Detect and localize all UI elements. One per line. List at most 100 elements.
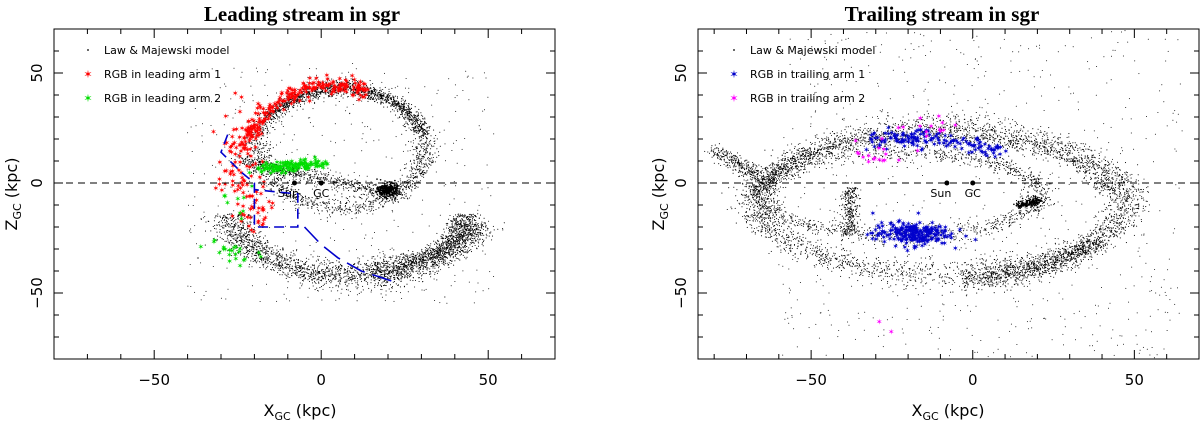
model-point xyxy=(286,263,288,265)
model-point xyxy=(371,257,373,259)
model-point xyxy=(460,248,462,251)
model-point xyxy=(349,196,351,198)
model-point xyxy=(416,177,418,179)
model-point xyxy=(410,184,412,186)
model-point xyxy=(411,170,413,172)
model-point xyxy=(388,288,390,290)
model-point xyxy=(260,151,262,153)
model-point xyxy=(379,279,381,282)
model-point xyxy=(387,102,389,104)
model-point xyxy=(336,268,338,270)
model-point xyxy=(296,258,298,260)
model-point xyxy=(270,247,272,249)
model-point xyxy=(403,273,405,275)
model-point xyxy=(382,97,384,100)
model-point xyxy=(232,234,234,236)
model-point xyxy=(275,169,277,171)
model-point xyxy=(411,167,413,170)
model-point xyxy=(421,258,423,260)
model-point xyxy=(322,80,324,82)
model-point xyxy=(281,185,283,187)
model-point xyxy=(484,223,486,225)
model-point xyxy=(483,226,485,228)
model-point xyxy=(393,98,395,100)
model-point xyxy=(487,227,489,230)
model-point xyxy=(303,267,305,270)
model-point xyxy=(265,256,268,258)
model-point xyxy=(401,174,403,176)
model-point xyxy=(471,234,473,236)
model-point xyxy=(315,97,317,99)
model-point xyxy=(308,197,310,199)
model-point xyxy=(414,175,416,178)
model-point xyxy=(409,279,411,281)
model-point xyxy=(469,244,471,246)
model-point xyxy=(351,211,353,213)
model-point xyxy=(448,226,450,228)
model-point xyxy=(430,135,432,137)
model-point xyxy=(418,108,420,110)
model-point xyxy=(414,279,417,281)
model-point xyxy=(419,168,421,170)
model-point xyxy=(341,208,343,210)
model-point xyxy=(360,263,362,265)
model-point xyxy=(266,149,268,151)
model-point xyxy=(247,251,249,253)
model-point xyxy=(418,155,420,157)
model-point xyxy=(308,269,310,271)
model-point xyxy=(254,259,256,261)
model-point xyxy=(226,222,228,224)
model-point xyxy=(471,237,474,240)
model-point xyxy=(377,278,379,280)
model-point xyxy=(230,239,232,242)
model-point xyxy=(382,88,384,91)
model-point xyxy=(406,118,408,120)
model-point xyxy=(218,221,220,223)
model-point xyxy=(363,208,366,210)
model-point xyxy=(469,228,471,230)
model-point xyxy=(304,277,306,279)
model-point xyxy=(260,231,262,233)
model-point xyxy=(397,111,399,113)
model-point xyxy=(420,112,422,114)
model-point xyxy=(278,104,280,106)
model-point xyxy=(438,267,440,269)
model-point xyxy=(391,198,393,200)
model-point xyxy=(248,266,250,268)
model-point xyxy=(388,274,390,276)
model-point xyxy=(408,176,410,178)
model-point xyxy=(416,114,418,116)
model-point xyxy=(374,94,377,96)
model-point xyxy=(338,100,340,103)
model-point xyxy=(312,270,315,272)
model-point xyxy=(318,264,320,267)
model-point xyxy=(338,208,340,210)
model-point xyxy=(414,138,417,140)
model-point xyxy=(416,122,419,124)
model-point xyxy=(426,140,428,142)
model-point xyxy=(415,117,417,119)
model-point xyxy=(340,263,342,265)
model-point xyxy=(363,83,365,85)
model-point xyxy=(439,131,441,133)
model-point xyxy=(301,283,303,285)
model-point xyxy=(266,262,268,264)
model-point xyxy=(412,154,414,156)
model-point xyxy=(420,257,422,259)
model-point xyxy=(405,167,407,169)
model-point xyxy=(368,93,370,95)
model-point xyxy=(224,215,226,217)
model-point xyxy=(388,94,390,96)
model-point xyxy=(315,271,317,273)
model-point xyxy=(263,147,265,149)
model-point xyxy=(354,201,356,203)
model-point xyxy=(262,248,264,250)
model-point xyxy=(415,111,417,113)
model-point xyxy=(328,202,330,204)
model-point xyxy=(224,221,226,223)
model-point xyxy=(339,283,341,285)
model-point xyxy=(238,232,240,234)
model-point xyxy=(411,115,413,118)
model-point xyxy=(378,90,381,92)
model-point xyxy=(370,291,372,293)
